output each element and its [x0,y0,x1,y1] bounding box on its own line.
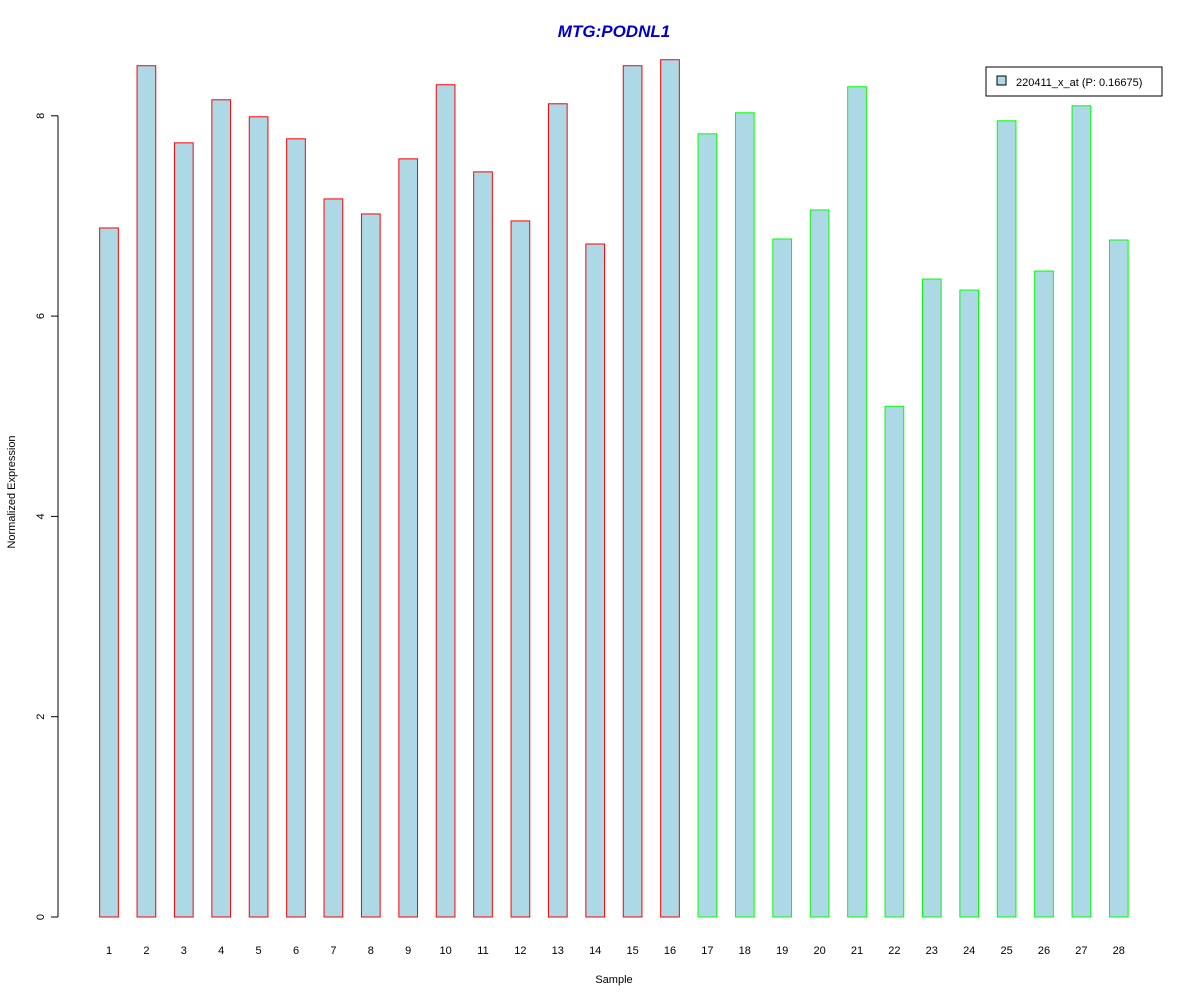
bar-sample-3 [173,142,194,918]
y-axis-label: Normalized Expression [6,435,18,548]
x-tick-label: 14 [589,945,601,957]
x-tick-label: 27 [1075,945,1087,957]
bar-sample-14 [585,243,606,918]
x-tick-label: 4 [218,945,224,957]
x-tick-label: 28 [1113,945,1125,957]
x-tick-label: 10 [439,945,451,957]
legend-label: 220411_x_at (P: 0.16675) [1016,77,1142,89]
bar-sample-28 [1108,239,1129,918]
bar-sample-4 [211,99,232,918]
x-axis-label: Sample [595,974,632,986]
bar-sample-23 [921,278,942,918]
x-tick-label: 15 [626,945,638,957]
bar-sample-25 [996,120,1017,918]
x-tick-label: 11 [477,945,488,957]
x-tick-label: 3 [181,945,187,957]
x-tick-label: 9 [405,945,411,957]
x-tick-label: 12 [514,945,526,957]
bar-sample-13 [547,103,568,918]
x-tick-label: 6 [293,945,299,957]
bar-sample-19 [772,238,793,918]
bars-group [99,59,1129,918]
x-tick-label: 5 [256,945,262,957]
bar-sample-15 [622,65,643,918]
x-tick-label: 1 [106,945,112,957]
x-tick-label: 26 [1038,945,1050,957]
x-tick-label: 13 [552,945,564,957]
x-tick-label: 25 [1000,945,1012,957]
x-tick-label: 18 [739,945,751,957]
bar-sample-7 [323,198,344,918]
x-tick-label: 19 [776,945,788,957]
x-tick-label: 16 [664,945,676,957]
legend: 220411_x_at (P: 0.16675) [985,66,1163,97]
x-tick-label: 23 [926,945,938,957]
legend-box [985,66,1163,97]
bar-sample-6 [286,138,306,918]
bar-sample-2 [136,65,157,918]
bar-sample-5 [248,116,269,918]
y-tick-label: 4 [35,513,47,519]
y-tick-label: 2 [35,714,47,720]
bar-sample-11 [473,171,493,918]
x-tick-label: 24 [963,945,975,957]
bar-sample-16 [660,59,680,918]
y-tick-label: 0 [35,914,47,920]
y-tick-label: 6 [35,313,47,319]
bar-sample-17 [697,133,718,918]
x-tick-label: 17 [701,945,713,957]
y-tick-label: 8 [35,113,47,119]
bar-sample-21 [847,86,867,918]
bar-sample-9 [398,158,419,918]
x-tick-label: 2 [143,945,149,957]
chart-title: MTG:PODNL1 [558,22,670,41]
x-tick-label: 22 [888,945,900,957]
x-tick-label: 20 [813,945,825,957]
x-tick-label: 7 [330,945,336,957]
bar-sample-18 [734,112,755,918]
bar-sample-26 [1034,270,1054,918]
bar-sample-10 [435,84,456,918]
bar-sample-27 [1071,105,1092,918]
bar-sample-8 [360,213,381,918]
x-tick-label: 21 [851,945,863,957]
x-tick-labels: 1 2 3 4 5 6 7 8 9 10 11 12 13 14 15 16 17 18 19 20 21 22 23 24 2… [106,945,1125,957]
bar-sample-20 [809,209,830,918]
bar-sample-24 [959,289,980,918]
bar-sample-12 [510,220,531,918]
legend-swatch [996,75,1007,86]
bar-sample-1 [99,227,119,918]
x-tick-label: 8 [368,945,374,957]
y-axis: 0 2 4 6 8 [35,113,59,920]
bar-sample-22 [884,405,905,918]
